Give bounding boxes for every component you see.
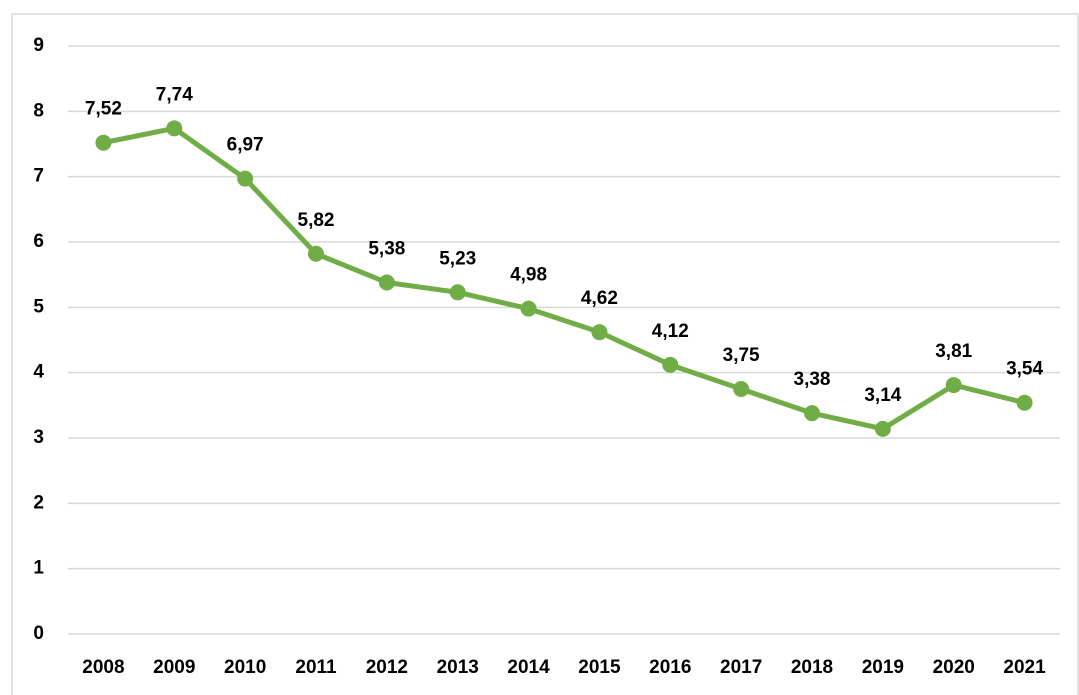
data-point (237, 170, 254, 187)
data-point (591, 324, 608, 341)
chart-frame (11, 13, 1079, 695)
y-tick-label: 7 (33, 166, 44, 187)
data-label: 3,14 (864, 385, 901, 406)
data-label: 3,81 (935, 341, 972, 362)
y-tick-label: 9 (33, 35, 44, 56)
x-tick-label: 2015 (578, 657, 621, 678)
y-tick-label: 3 (33, 427, 44, 448)
data-label: 6,97 (227, 135, 264, 156)
data-label: 4,12 (652, 321, 689, 342)
data-label: 5,38 (368, 239, 405, 260)
y-tick-label: 8 (33, 100, 44, 121)
data-point (874, 420, 891, 437)
x-tick-label: 2016 (649, 657, 691, 678)
data-line (102, 125, 1026, 432)
x-tick-label: 2014 (507, 657, 550, 678)
data-point (662, 356, 679, 373)
data-point (733, 381, 750, 397)
x-tick-label: 2009 (153, 657, 195, 678)
data-point (520, 300, 537, 317)
x-tick-label: 2020 (933, 657, 975, 678)
x-tick-label: 2012 (366, 657, 408, 678)
data-label: 3,54 (1006, 359, 1043, 380)
y-tick-label: 1 (33, 558, 44, 579)
y-tick-label: 2 (33, 492, 44, 513)
x-tick-label: 2013 (437, 657, 479, 678)
data-label: 5,82 (298, 210, 335, 231)
y-tick-label: 6 (33, 231, 44, 252)
data-label: 3,38 (794, 369, 831, 390)
data-label: 5,23 (439, 248, 476, 269)
data-point (308, 245, 324, 262)
data-point (449, 284, 466, 301)
data-point (945, 377, 962, 394)
x-tick-label: 2008 (82, 657, 124, 678)
data-point (1016, 394, 1033, 411)
x-tick-label: 2010 (224, 657, 266, 678)
data-point (166, 120, 183, 137)
data-label: 7,74 (156, 84, 193, 105)
data-label: 7,52 (85, 99, 122, 120)
data-label: 4,62 (581, 288, 618, 309)
data-point (804, 405, 820, 422)
y-tick-label: 0 (33, 623, 44, 644)
data-point (378, 274, 395, 291)
x-tick-label: 2019 (862, 657, 904, 678)
x-tick-label: 2021 (1003, 657, 1046, 678)
data-point (95, 134, 112, 151)
data-label: 4,98 (510, 265, 547, 286)
x-tick-label: 2011 (295, 657, 337, 678)
x-tick-label: 2018 (791, 657, 833, 678)
data-label: 3,75 (723, 345, 760, 366)
y-tick-label: 4 (33, 362, 44, 383)
y-tick-label: 5 (33, 296, 44, 317)
x-tick-label: 2017 (720, 657, 762, 678)
